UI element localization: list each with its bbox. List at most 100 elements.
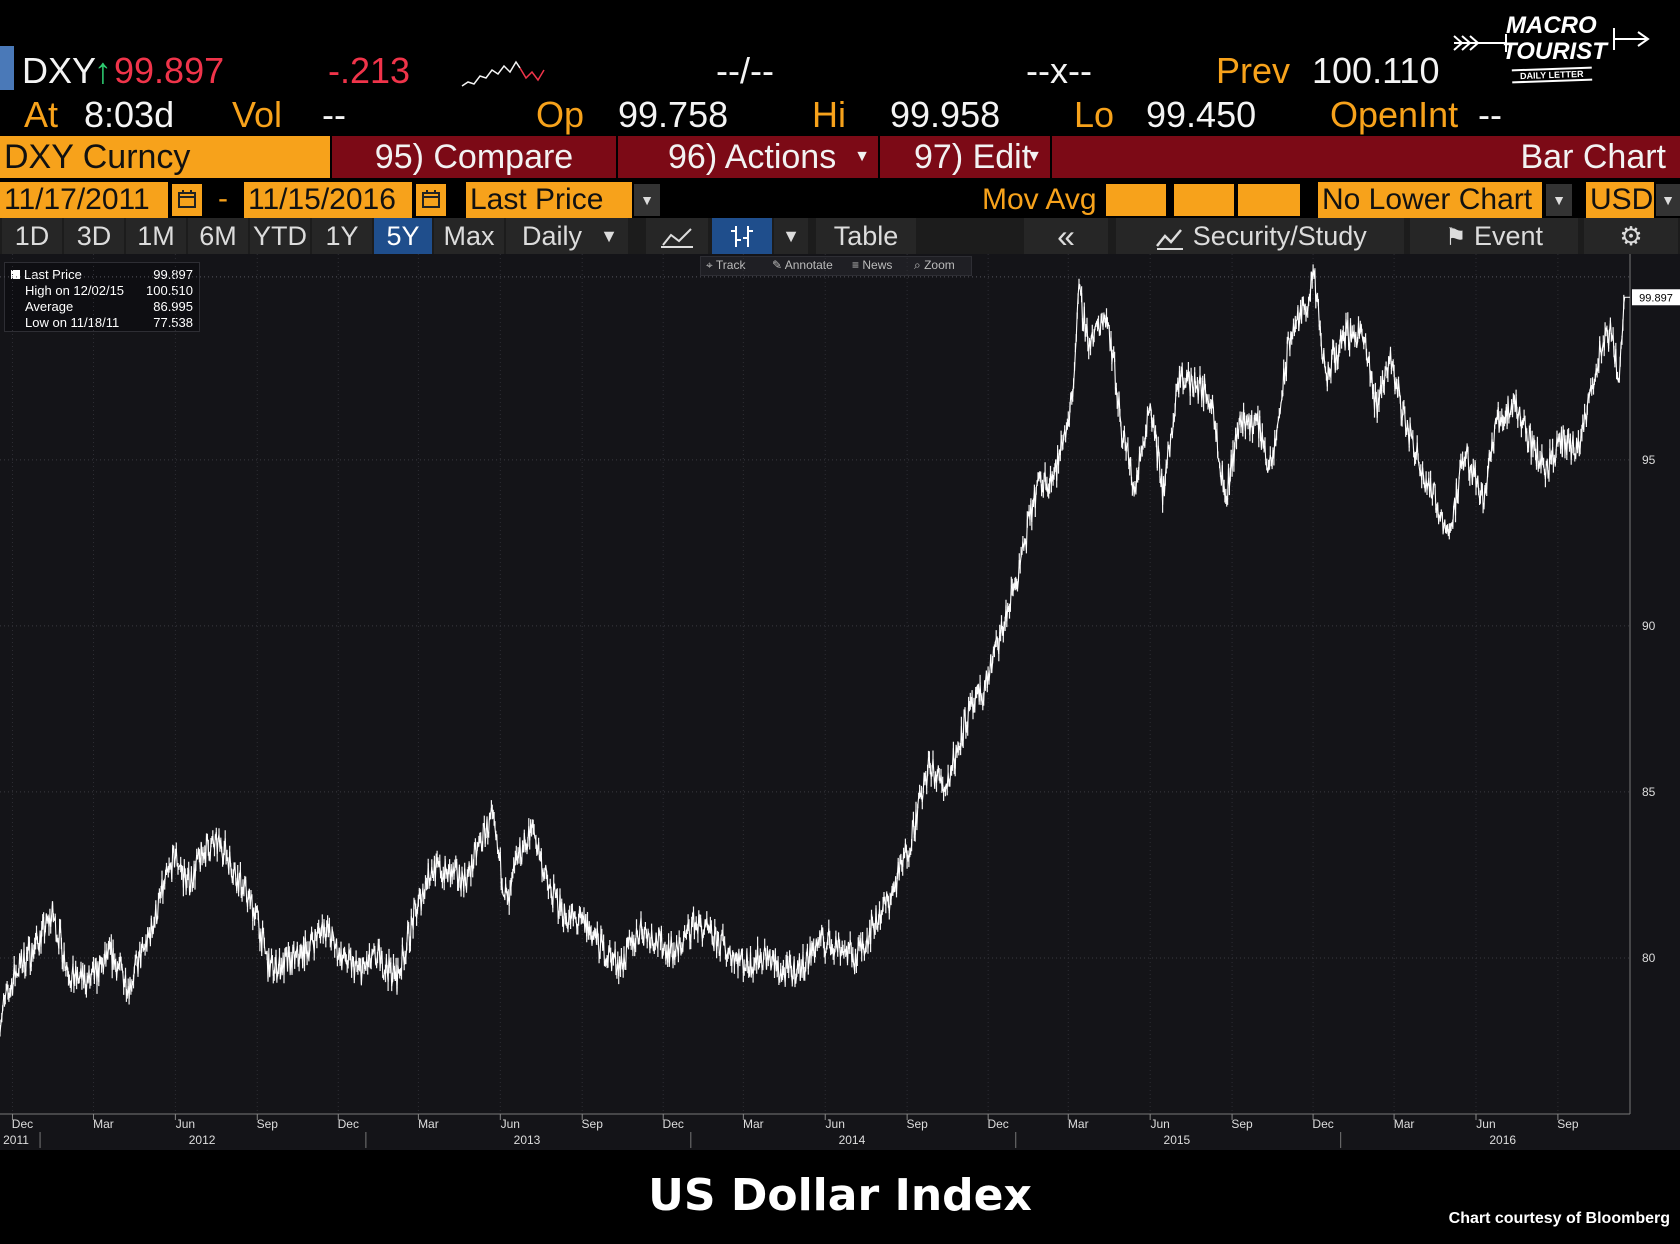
lower-chart-value: No Lower Chart <box>1322 183 1533 216</box>
range-1m[interactable]: 1M <box>126 218 186 254</box>
bar-chart-button[interactable] <box>712 218 772 254</box>
x-tick-label: Sep <box>906 1117 928 1131</box>
legend-high-value: 100.510 <box>146 283 193 298</box>
annotate-label: Annotate <box>784 258 833 272</box>
annotate-tool[interactable]: ✎ Annotate <box>772 258 833 272</box>
chart-caption: US Dollar Index <box>648 1170 1032 1221</box>
field-select[interactable]: Last Price <box>466 182 632 218</box>
start-date-input[interactable]: 11/17/2011 <box>0 182 168 218</box>
x-tick-label: Sep <box>257 1117 279 1131</box>
settings-button[interactable]: ⚙ <box>1584 218 1678 254</box>
last-price-tag-label: 99.897 <box>1639 292 1673 304</box>
intraday-sparkline-icon <box>461 60 545 87</box>
legend-average-label: Average <box>25 299 74 314</box>
range-5y[interactable]: 5Y <box>374 218 432 254</box>
x-year-label: 2014 <box>839 1133 866 1147</box>
net-change: -.213 <box>328 50 411 91</box>
legend-last-value: 99.897 <box>153 267 193 282</box>
range-ytd[interactable]: YTD <box>250 218 310 254</box>
security-study-label: Security/Study <box>1192 221 1367 251</box>
legend-high: High on 12/02/15 100.510 <box>11 283 193 299</box>
edit-menu[interactable]: 97) Edit ▼ <box>880 136 1050 178</box>
collapse-button[interactable]: « <box>1024 218 1108 254</box>
legend-square-icon <box>11 270 20 279</box>
mov-avg-input-1[interactable] <box>1106 184 1166 216</box>
date-range-dash: - <box>218 182 228 215</box>
x-year-label: 2015 <box>1164 1133 1191 1147</box>
legend-low: Low on 11/18/11 77.538 <box>11 315 193 331</box>
currency-value: USD <box>1590 183 1654 216</box>
x-year-label: 2011 <box>3 1133 29 1147</box>
edit-dropdown-icon: ▼ <box>1026 148 1042 165</box>
vol-value: -- <box>322 94 346 135</box>
ohlc-bars-icon <box>731 226 753 247</box>
bid-ask: --/-- <box>716 50 774 91</box>
end-date-value: 11/15/2016 <box>248 183 396 216</box>
start-calendar-icon[interactable] <box>172 184 202 216</box>
range-1y[interactable]: 1Y <box>312 218 372 254</box>
gear-icon: ⚙ <box>1619 221 1643 251</box>
x-tick-label: Dec <box>987 1117 1008 1131</box>
security-field[interactable]: DXY Curncy <box>0 136 330 178</box>
compare-button[interactable]: 95) Compare <box>332 136 616 178</box>
logo-line-3: DAILY LETTER <box>1511 66 1592 84</box>
logo-line-2: TOURIST <box>1502 38 1607 65</box>
table-button[interactable]: Table <box>816 218 916 254</box>
x-tick-label: Mar <box>418 1117 439 1131</box>
actions-menu[interactable]: 96) Actions ▼ <box>618 136 878 178</box>
currency-select[interactable]: USD <box>1586 182 1654 218</box>
crosshair-icon: ⌖ <box>706 258 713 272</box>
security-study-button[interactable]: Security/Study <box>1116 218 1404 254</box>
x-tick-label: Sep <box>1231 1117 1253 1131</box>
prev-label: Prev <box>1216 50 1291 91</box>
flag-icon: ⚑ <box>1444 224 1467 251</box>
pencil-icon: ✎ <box>772 258 783 272</box>
x-tick-label: Dec <box>12 1117 33 1131</box>
event-button[interactable]: ⚑ Event <box>1410 218 1578 254</box>
security-label: DXY Curncy <box>4 138 191 176</box>
arrow-right-icon <box>1613 28 1650 50</box>
zoom-tool[interactable]: ⌕ Zoom <box>914 258 955 273</box>
vol-label: Vol <box>232 94 283 135</box>
up-arrow-icon: ↑ <box>94 50 112 91</box>
x-tick-label: Dec <box>663 1117 684 1131</box>
bid-ask-size: --x-- <box>1026 50 1092 91</box>
end-calendar-icon[interactable] <box>416 184 446 216</box>
chart-credit: Chart courtesy of Bloomberg <box>1448 1210 1670 1227</box>
event-label: Event <box>1473 221 1544 251</box>
end-date-input[interactable]: 11/15/2016 <box>244 182 412 218</box>
openint-value: -- <box>1478 94 1502 135</box>
news-tool[interactable]: ≡ News <box>852 258 892 272</box>
x-tick-label: Mar <box>743 1117 764 1131</box>
x-year-label: 2013 <box>514 1133 541 1147</box>
x-tick-label: Dec <box>1312 1117 1333 1131</box>
range-max[interactable]: Max <box>434 218 504 254</box>
high-label: Hi <box>812 94 846 135</box>
legend-high-label: High on 12/02/15 <box>25 283 125 298</box>
range-3d[interactable]: 3D <box>64 218 124 254</box>
x-tick-label: Sep <box>1557 1117 1579 1131</box>
frequency-value: Daily <box>522 221 583 251</box>
mov-avg-input-2[interactable] <box>1174 184 1234 216</box>
frequency-select[interactable]: Daily ▼ <box>506 218 628 254</box>
mov-avg-input-3[interactable] <box>1238 184 1300 216</box>
chart-style-dropdown[interactable]: ▼ <box>774 218 808 254</box>
y-tick-label: 90 <box>1642 619 1656 633</box>
lower-chart-dropdown-icon[interactable]: ▼ <box>1546 184 1572 216</box>
currency-dropdown-icon[interactable]: ▼ <box>1656 184 1680 216</box>
chart-type-bar: Bar Chart <box>1052 136 1680 178</box>
range-1d[interactable]: 1D <box>2 218 62 254</box>
line-chart-button[interactable] <box>646 218 708 254</box>
x-year-label: 2016 <box>1489 1133 1516 1147</box>
field-dropdown-icon[interactable]: ▼ <box>634 184 660 216</box>
range-6m[interactable]: 6M <box>188 218 248 254</box>
x-tick-label: Jun <box>1476 1117 1495 1131</box>
x-tick-label: Dec <box>338 1117 359 1131</box>
track-tool[interactable]: ⌖ Track <box>706 258 745 273</box>
actions-label: 96) Actions <box>668 138 837 176</box>
low-value: 99.450 <box>1146 94 1257 135</box>
x-year-label: 2012 <box>189 1133 216 1147</box>
study-chart-icon <box>1156 229 1184 250</box>
at-label: At <box>24 94 59 135</box>
lower-chart-select[interactable]: No Lower Chart <box>1318 182 1542 218</box>
